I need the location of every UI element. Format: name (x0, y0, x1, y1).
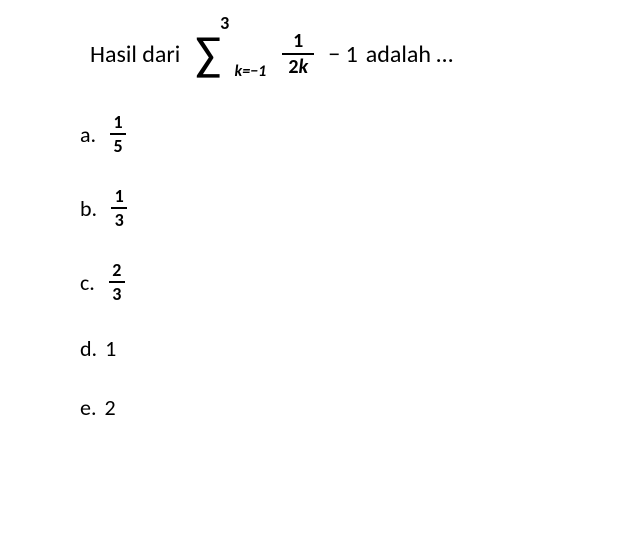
fraction-numerator: 1 (115, 187, 124, 207)
option-fraction: 2 3 (109, 261, 125, 303)
sigma-symbol: ∑ (195, 30, 221, 78)
option-fraction: 1 5 (110, 113, 126, 155)
option-label: a. (80, 121, 96, 148)
option-fraction: 1 3 (111, 187, 127, 229)
question-row: Hasil dari 3 ∑ k=−1 1 2k − 1 adalah … (60, 30, 572, 78)
fraction-denominator: 5 (110, 133, 126, 155)
option-b: b. 1 3 (80, 187, 572, 229)
option-value: 1 (105, 335, 116, 362)
fraction-denominator: 3 (111, 207, 127, 229)
option-label: e. (80, 394, 97, 421)
sigma-container: 3 ∑ k=−1 (195, 30, 221, 78)
options-list: a. 1 5 b. 1 3 c. 2 3 d. 1 e. 2 (60, 113, 572, 421)
summation: 3 ∑ k=−1 (190, 30, 226, 78)
option-d: d. 1 (80, 335, 572, 362)
sigma-lower-limit: k=−1 (235, 62, 267, 81)
option-e: e. 2 (80, 394, 572, 421)
option-label: c. (80, 269, 95, 296)
option-label: d. (80, 335, 97, 362)
fraction-denominator: 2k (282, 53, 314, 77)
question-suffix: adalah … (366, 40, 453, 69)
fraction-denominator: 3 (109, 281, 125, 303)
minus-term: − 1 (328, 40, 358, 69)
option-value: 2 (105, 394, 116, 421)
option-label: b. (80, 195, 97, 222)
fraction-numerator: 1 (293, 31, 303, 53)
option-c: c. 2 3 (80, 261, 572, 303)
term-fraction: 1 2k (282, 31, 314, 77)
sigma-upper-limit: 3 (220, 12, 229, 34)
fraction-numerator: 2 (112, 261, 121, 281)
option-a: a. 1 5 (80, 113, 572, 155)
question-prefix: Hasil dari (90, 40, 180, 69)
fraction-numerator: 1 (114, 113, 123, 133)
